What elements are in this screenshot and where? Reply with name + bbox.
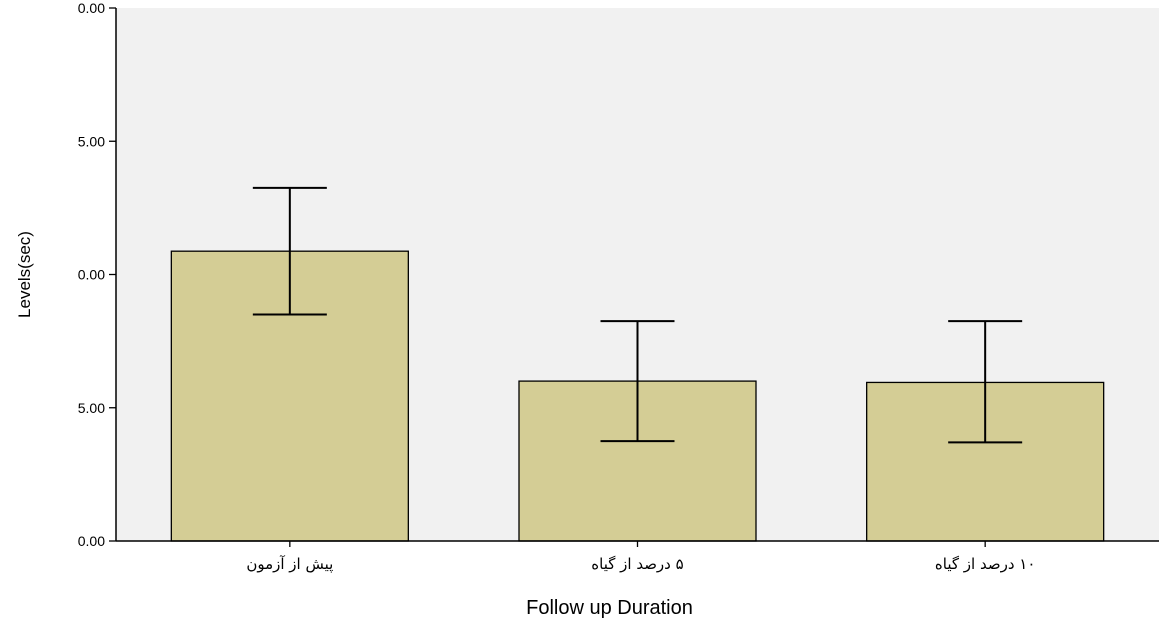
x-tick-label: ۵ درصد از گیاه	[591, 555, 683, 573]
error-bar	[948, 320, 1023, 444]
error-bar	[252, 186, 327, 316]
y-axis-title: Levels(sec)	[15, 231, 34, 318]
error-bar	[600, 320, 675, 443]
x-axis-tick-labels: پیش از آزمون ۵ درصد از گیاه ۱۰ درصد از گیا…	[246, 541, 1035, 574]
y-axis-ticks: 0.00 5.00 0.00 5.00 0.00	[78, 0, 116, 549]
error-bars-layer	[252, 186, 1023, 444]
x-axis-title: Follow up Duration	[526, 597, 693, 619]
y-tick-label: 5.00	[78, 400, 105, 416]
y-tick-label: 0.00	[78, 0, 105, 16]
y-tick-label: 5.00	[78, 133, 105, 149]
y-tick-label: 0.00	[78, 533, 105, 549]
y-tick-label: 0.00	[78, 267, 105, 283]
x-tick-label: پیش از آزمون	[246, 555, 333, 574]
x-tick-label: ۱۰ درصد از گیاه	[935, 555, 1035, 573]
